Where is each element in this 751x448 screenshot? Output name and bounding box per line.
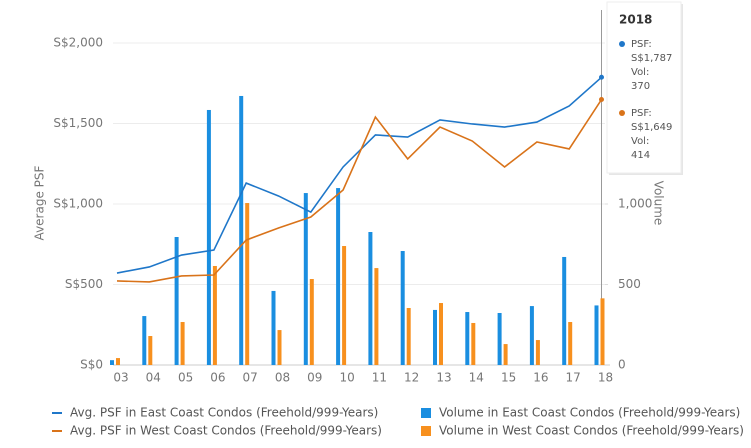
x-tick-label: 17 bbox=[566, 371, 581, 385]
bar bbox=[148, 336, 153, 365]
legend-label: Volume in West Coast Condos (Freehold/99… bbox=[439, 424, 744, 438]
legend: Avg. PSF in East Coast Condos (Freehold/… bbox=[52, 406, 744, 438]
x-tick-label: 11 bbox=[372, 371, 387, 385]
x-tick-label: 13 bbox=[436, 371, 451, 385]
y2-tick-label: 1,000 bbox=[618, 197, 652, 211]
y-tick-label: S$1,000 bbox=[53, 197, 103, 211]
tooltip-dot bbox=[619, 110, 625, 116]
bar bbox=[568, 322, 573, 365]
bar bbox=[342, 246, 347, 365]
bar bbox=[110, 360, 114, 365]
bar bbox=[406, 308, 411, 365]
hover-point bbox=[599, 97, 604, 103]
legend-swatch bbox=[421, 408, 431, 418]
x-tick-label: 12 bbox=[404, 371, 419, 385]
bar bbox=[309, 279, 314, 365]
x-tick-label: 18 bbox=[598, 371, 613, 385]
bar bbox=[374, 268, 379, 365]
bar bbox=[465, 312, 470, 365]
y-tick-label: S$1,500 bbox=[53, 116, 103, 130]
tooltip: 2018 PSF: S$1,787 Vol: 370 PSF: S$1,649 Vol: 414 bbox=[606, 1, 683, 175]
bar bbox=[368, 232, 373, 365]
y-tick-label: S$500 bbox=[65, 277, 103, 291]
bar bbox=[594, 305, 599, 365]
bar bbox=[271, 290, 276, 365]
bar bbox=[174, 237, 179, 365]
tooltip-text: Vol: bbox=[631, 67, 649, 78]
x-tick-label: 10 bbox=[339, 371, 354, 385]
bar bbox=[180, 322, 185, 365]
bar bbox=[336, 188, 341, 365]
bar bbox=[471, 322, 476, 365]
bar bbox=[239, 95, 244, 366]
bar bbox=[439, 303, 443, 365]
bar bbox=[562, 256, 567, 365]
bar bbox=[245, 203, 250, 365]
tooltip-text: S$1,649 bbox=[631, 122, 672, 133]
bar bbox=[600, 298, 605, 365]
y-tick-label: S$0 bbox=[80, 358, 103, 372]
y2-axis-title: Volume bbox=[652, 181, 666, 226]
x-tick-label: 06 bbox=[210, 371, 225, 385]
x-tick-label: 08 bbox=[275, 371, 290, 385]
bar bbox=[303, 193, 308, 365]
bar bbox=[212, 265, 217, 365]
y-tick-label: S$2,000 bbox=[53, 36, 103, 50]
x-tick-label: 16 bbox=[533, 371, 548, 385]
x-tick-label: 07 bbox=[243, 371, 258, 385]
x-tick-label: 04 bbox=[146, 371, 161, 385]
hover-point bbox=[599, 74, 604, 80]
x-tick-label: 05 bbox=[178, 371, 193, 385]
tooltip-text: Vol: bbox=[631, 136, 649, 147]
x-tick-label: 03 bbox=[113, 371, 128, 385]
bar bbox=[277, 330, 282, 365]
bar bbox=[116, 358, 120, 365]
y-axis-title: Average PSF bbox=[33, 165, 47, 240]
tooltip-text: 370 bbox=[631, 81, 650, 92]
bar bbox=[206, 109, 211, 365]
tooltip-text: 414 bbox=[631, 150, 650, 161]
legend-label: Avg. PSF in East Coast Condos (Freehold/… bbox=[70, 406, 378, 420]
bar bbox=[400, 251, 405, 365]
tooltip-box bbox=[606, 1, 682, 174]
line bbox=[116, 76, 603, 274]
bar bbox=[433, 309, 437, 365]
legend-swatch bbox=[421, 426, 431, 436]
y2-tick-label: 0 bbox=[618, 358, 626, 372]
tooltip-text: S$1,787 bbox=[631, 53, 672, 64]
y2-tick-label: 500 bbox=[618, 277, 641, 291]
bar bbox=[529, 306, 534, 365]
tooltip-title: 2018 bbox=[619, 13, 652, 27]
x-tick-label: 14 bbox=[469, 371, 484, 385]
bar bbox=[497, 312, 502, 365]
legend-label: Avg. PSF in West Coast Condos (Freehold/… bbox=[70, 424, 382, 438]
bar bbox=[535, 340, 540, 365]
tooltip-text: PSF: bbox=[631, 39, 652, 50]
x-tick-label: 09 bbox=[307, 371, 322, 385]
tooltip-text: PSF: bbox=[631, 108, 652, 119]
x-tick-label: 15 bbox=[501, 371, 516, 385]
bar bbox=[503, 344, 508, 365]
tooltip-dot bbox=[619, 41, 625, 47]
legend-label: Volume in East Coast Condos (Freehold/99… bbox=[439, 406, 740, 420]
line bbox=[116, 99, 603, 283]
bar bbox=[142, 316, 147, 365]
